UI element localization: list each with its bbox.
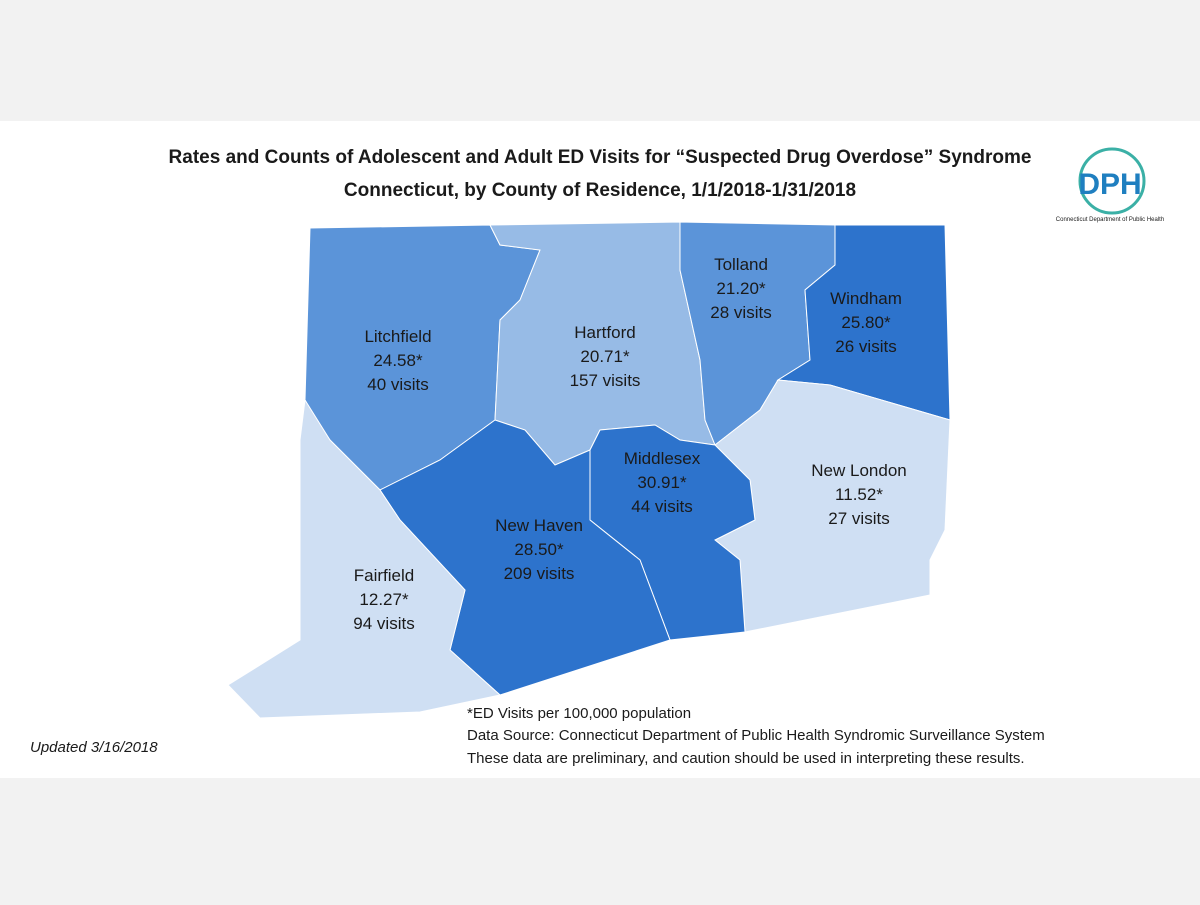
- county-visits: 209 visits: [504, 564, 575, 583]
- county-rate: 20.71*: [580, 347, 630, 366]
- county-rate: 25.80*: [841, 313, 891, 332]
- county-visits: 28 visits: [710, 303, 771, 322]
- logo-caption: Connecticut Department of Public Health: [1056, 217, 1164, 223]
- county-name: Litchfield: [364, 327, 431, 346]
- county-shape: [227, 398, 502, 719]
- title-line: Connecticut, by County of Residence, 1/1…: [344, 180, 856, 201]
- logo: DPH Connecticut Department of Public Hea…: [1056, 147, 1164, 223]
- county: Windham 25.80* 26 visits: [776, 224, 951, 421]
- county-visits: 40 visits: [367, 375, 428, 394]
- county-rate: 21.20*: [716, 279, 766, 298]
- county-rate: 12.27*: [359, 590, 409, 609]
- county-name: Hartford: [574, 323, 635, 342]
- county-rate: 28.50*: [514, 540, 564, 559]
- logo-text: DPH: [1078, 168, 1141, 201]
- county: Fairfield 12.27* 94 visits: [227, 398, 502, 719]
- county-rate: 11.52*: [835, 485, 883, 504]
- county-name: New London: [811, 461, 906, 480]
- county-map: Litchfield 24.58* 40 visits Hartford 20.71* 1…: [227, 221, 951, 719]
- county: New Haven 28.50* 209 visits: [379, 419, 671, 696]
- title-line: Rates and Counts of Adolescent and Adult…: [169, 147, 1032, 168]
- county-rate: 24.58*: [373, 351, 423, 370]
- county-visits: 27 visits: [828, 509, 889, 528]
- county-visits: 44 visits: [631, 497, 692, 516]
- county: New London 11.52* 27 visits: [714, 379, 951, 633]
- county-name: New Haven: [495, 516, 583, 535]
- county-name: Tolland: [714, 255, 768, 274]
- county: Litchfield 24.58* 40 visits: [304, 224, 541, 491]
- county: Middlesex 30.91* 44 visits: [589, 424, 756, 641]
- county-rate: 30.91*: [637, 473, 687, 492]
- county-name: Fairfield: [354, 566, 414, 585]
- note: Data Source: Connecticut Department of P…: [467, 727, 1045, 744]
- county-name: Middlesex: [624, 449, 701, 468]
- note: These data are preliminary, and caution …: [467, 750, 1025, 767]
- logo-ring: [1078, 147, 1146, 215]
- county-visits: 157 visits: [570, 371, 641, 390]
- county-visits: 94 visits: [353, 614, 414, 633]
- county-name: Windham: [830, 289, 902, 308]
- updated-date: Updated 3/16/2018: [30, 739, 158, 756]
- note: *ED Visits per 100,000 population: [467, 705, 691, 722]
- county-visits: 26 visits: [835, 337, 896, 356]
